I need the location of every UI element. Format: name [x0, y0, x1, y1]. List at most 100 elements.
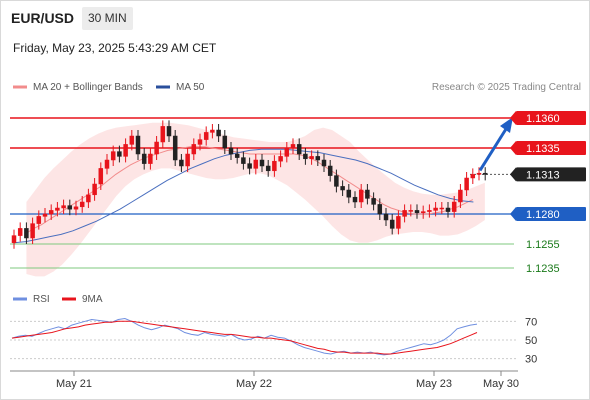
- candle-body: [73, 206, 79, 210]
- candle-body: [61, 205, 66, 209]
- rsi-line: [11, 317, 478, 356]
- candle-body: [160, 126, 166, 143]
- candle-body: [433, 207, 438, 211]
- candle-body: [340, 186, 345, 191]
- candle-body: [296, 144, 302, 155]
- candle-body: [439, 207, 445, 210]
- candle-body: [117, 151, 122, 157]
- level-badge-1.1280: [516, 207, 586, 221]
- candle-body: [272, 160, 277, 172]
- level-labels: 1.1360 1.1335 1.1313 1.1280 1.1255 1.1235: [510, 111, 586, 275]
- candle-body: [327, 165, 333, 176]
- candle-body: [284, 147, 290, 157]
- header-bar: EUR/USD 30 MIN: [0, 0, 590, 38]
- candle-body: [55, 207, 60, 211]
- candle-body: [420, 211, 426, 214]
- research-credit: Research © 2025 Trading Central: [432, 82, 581, 93]
- candle-body: [104, 159, 110, 169]
- level-label-1.1235: 1.1235: [526, 263, 560, 275]
- candle-body: [129, 135, 135, 145]
- level-badge-pointer: [510, 167, 516, 182]
- instrument-title: EUR/USD: [11, 10, 75, 26]
- x-tick-label: May 22: [236, 378, 272, 390]
- candle-body: [458, 189, 463, 203]
- rsi-tick-30: 30: [525, 354, 537, 366]
- bollinger-band: [26, 122, 485, 277]
- level-label-1.1360: 1.1360: [526, 113, 560, 125]
- level-badge-1.1360: [516, 111, 586, 125]
- candle-body: [79, 201, 85, 208]
- candle-body: [358, 189, 364, 203]
- candle-body: [42, 213, 48, 217]
- level-badge-pointer: [510, 207, 516, 221]
- ma50-legend-label: MA 50: [176, 82, 205, 93]
- candle-body: [253, 159, 259, 169]
- candle-body: [67, 205, 73, 210]
- level-label-1.1313: 1.1313: [526, 169, 560, 181]
- candle-body: [228, 147, 234, 155]
- candle-body: [241, 157, 246, 164]
- candle-body: [290, 144, 296, 149]
- candle-body: [445, 207, 451, 212]
- candle-body: [346, 189, 352, 198]
- candle-body: [315, 156, 321, 161]
- candle-body: [234, 153, 240, 158]
- candle-body: [402, 210, 407, 217]
- candle-body: [135, 135, 141, 155]
- level-badge-pointer: [510, 141, 516, 155]
- candle-body: [123, 144, 128, 157]
- candle-body: [451, 201, 457, 212]
- rsi-panel: 70 50 30: [10, 316, 537, 366]
- candle-body: [482, 172, 488, 175]
- candle-body: [30, 223, 35, 239]
- level-badge-pointer: [510, 111, 516, 125]
- candle-body: [309, 156, 314, 160]
- candle-body: [203, 132, 209, 140]
- candle-body: [24, 228, 29, 239]
- candle-body: [470, 174, 476, 179]
- candle-body: [166, 126, 172, 137]
- candle-body: [148, 153, 153, 164]
- rsi-legend-label: RSI: [33, 294, 50, 305]
- candle-body: [278, 156, 283, 162]
- forecast-arrow: [478, 117, 513, 172]
- candle-body: [92, 183, 97, 196]
- forecast-arrow-head: [500, 117, 513, 133]
- candle-body: [365, 189, 370, 199]
- level-label-1.1335: 1.1335: [526, 143, 560, 155]
- candle-body: [17, 228, 23, 236]
- candle-body: [414, 210, 420, 214]
- candle-body: [352, 196, 358, 203]
- candle-body: [110, 151, 116, 161]
- rsi-tick-50: 50: [525, 335, 537, 347]
- candle-body: [141, 153, 147, 164]
- candle-body: [86, 194, 91, 203]
- x-tick-label: May 23: [416, 378, 452, 390]
- candle-body: [334, 175, 339, 187]
- x-axis: May 21 May 22 May 23 May 30: [56, 371, 519, 390]
- candle-body: [191, 144, 197, 155]
- candle-body: [303, 153, 308, 160]
- rsi9-legend-label: 9MA: [82, 294, 103, 305]
- timeframe-badge[interactable]: 30 MIN: [82, 7, 133, 30]
- candle-body: [197, 139, 203, 145]
- candle-body: [210, 129, 215, 133]
- candle-body: [383, 213, 389, 221]
- candle-body: [98, 168, 104, 185]
- candle-body: [476, 172, 482, 175]
- bollinger-band-area: [26, 122, 485, 277]
- candle-body: [11, 235, 17, 244]
- level-badge-1.1335: [516, 141, 586, 155]
- candle-body: [185, 153, 190, 167]
- forecast-arrow-shaft: [478, 128, 508, 172]
- level-label-1.1255: 1.1255: [526, 239, 560, 251]
- candle-body: [389, 219, 395, 229]
- candle-body: [377, 204, 383, 215]
- candle-body: [179, 159, 184, 167]
- rsi-9ma-line: [11, 320, 478, 355]
- x-tick-label: May 30: [483, 378, 519, 390]
- timestamp: Friday, May 23, 2025 5:43:29 AM CET: [13, 41, 217, 55]
- candle-body: [371, 198, 376, 205]
- candle-body: [259, 159, 265, 167]
